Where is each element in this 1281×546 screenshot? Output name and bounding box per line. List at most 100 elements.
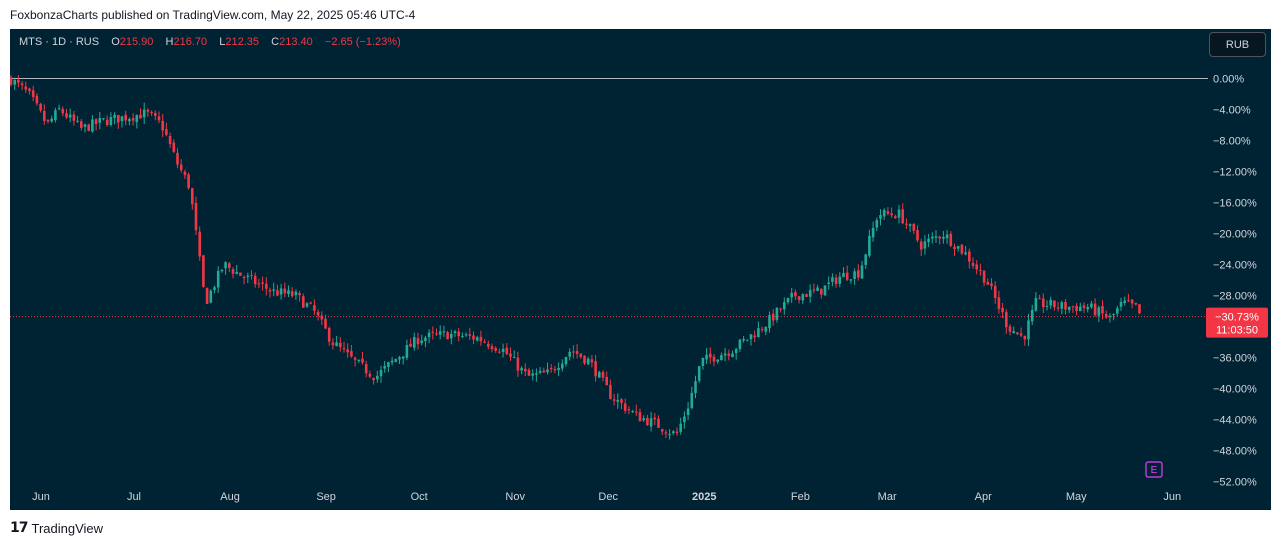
candle-body bbox=[313, 305, 316, 311]
candle-body bbox=[516, 357, 520, 371]
candle-body bbox=[1038, 298, 1041, 300]
candle-body bbox=[483, 341, 486, 343]
y-axis-tick-label: −36.00% bbox=[1213, 353, 1257, 365]
candle-body bbox=[1119, 302, 1123, 307]
candle-body bbox=[224, 262, 227, 269]
footer-brand[interactable]: 17 TradingView bbox=[10, 520, 103, 536]
candle-body bbox=[61, 109, 65, 114]
candle-body bbox=[31, 90, 35, 98]
change-value: −2.65 (−1.23%) bbox=[324, 36, 401, 48]
candle-body bbox=[831, 277, 834, 282]
candle-body bbox=[1130, 299, 1134, 304]
candle-body bbox=[91, 119, 94, 132]
candle-body bbox=[542, 370, 546, 373]
candle-body bbox=[864, 254, 867, 265]
candle-body bbox=[919, 241, 923, 250]
price-chart[interactable]: 0.00% −4.00% −8.00% −12.00% −16.00% −20.00% −2… bbox=[10, 29, 1271, 510]
candle-body bbox=[1067, 307, 1071, 311]
high-label: H bbox=[165, 36, 174, 48]
symbol-label[interactable]: MTS · 1D · RUS bbox=[19, 36, 100, 48]
candle-body bbox=[487, 343, 490, 347]
candle-body bbox=[1016, 332, 1019, 334]
candle-body bbox=[420, 340, 423, 344]
candle-body bbox=[1071, 306, 1075, 308]
candle-body bbox=[57, 108, 61, 110]
candle-body bbox=[442, 331, 446, 333]
x-axis-tick-label: Dec bbox=[598, 491, 618, 503]
candle-body bbox=[520, 367, 523, 371]
candle-body bbox=[1075, 305, 1078, 311]
candle-body bbox=[431, 331, 435, 333]
candle-body bbox=[187, 174, 190, 189]
candle-body bbox=[405, 345, 409, 358]
candle-body bbox=[246, 275, 250, 278]
candle-body bbox=[461, 335, 464, 337]
candle-body bbox=[65, 113, 68, 118]
candle-body bbox=[757, 328, 760, 338]
candle-body bbox=[235, 271, 238, 274]
candle-body bbox=[72, 114, 76, 121]
candle-body bbox=[631, 411, 634, 413]
candle-body bbox=[387, 362, 390, 367]
x-axis-tick-label: May bbox=[1066, 491, 1087, 503]
candle-body bbox=[1053, 300, 1056, 308]
candle-body bbox=[1082, 305, 1086, 308]
candle-body bbox=[683, 416, 686, 423]
chart-panel[interactable]: 0.00% −4.00% −8.00% −12.00% −16.00% −20.00% −2… bbox=[10, 29, 1271, 510]
candle-body bbox=[198, 231, 201, 257]
candle-body bbox=[324, 318, 327, 329]
candle-body bbox=[1101, 306, 1104, 314]
candle-body bbox=[98, 118, 102, 123]
candle-body bbox=[897, 209, 901, 218]
candle-body bbox=[949, 233, 953, 246]
currency-button[interactable]: RUB bbox=[1209, 32, 1266, 57]
candle-body bbox=[672, 431, 675, 434]
candle-body bbox=[642, 418, 645, 421]
candle-body bbox=[605, 377, 608, 386]
candle-body bbox=[438, 331, 442, 335]
candle-body bbox=[838, 276, 842, 284]
candle-body bbox=[538, 370, 542, 373]
candle-body bbox=[372, 378, 375, 381]
candle-body bbox=[68, 114, 72, 118]
candle-body bbox=[346, 349, 349, 353]
candle-body bbox=[1023, 335, 1027, 340]
candle-body bbox=[353, 357, 357, 360]
candle-body bbox=[823, 285, 827, 296]
x-axis-tick-label: Nov bbox=[505, 491, 525, 503]
candle-body bbox=[927, 238, 930, 242]
y-axis-tick-label: −4.00% bbox=[1213, 105, 1251, 117]
candle-body bbox=[209, 290, 213, 303]
candle-body bbox=[409, 343, 412, 347]
candle-body bbox=[786, 297, 790, 303]
candle-body bbox=[424, 337, 427, 342]
candle-body bbox=[128, 118, 131, 122]
candle-body bbox=[28, 88, 31, 91]
candle-body bbox=[1005, 312, 1008, 328]
candle-body bbox=[357, 359, 361, 362]
candle-body bbox=[17, 79, 20, 83]
candle-body bbox=[875, 220, 879, 228]
candle-body bbox=[331, 342, 335, 346]
candle-body bbox=[194, 202, 198, 231]
candle-body bbox=[986, 281, 990, 285]
candle-body bbox=[553, 369, 557, 371]
candle-body bbox=[1108, 315, 1112, 317]
candle-body bbox=[857, 270, 860, 278]
candle-body bbox=[157, 116, 161, 121]
candle-body bbox=[982, 270, 986, 283]
candle-body bbox=[1042, 298, 1045, 308]
candle-body bbox=[653, 417, 657, 420]
candle-body bbox=[771, 313, 775, 321]
candle-body bbox=[649, 418, 653, 427]
candle-body bbox=[165, 129, 168, 135]
candle-body bbox=[490, 346, 494, 350]
candle-body bbox=[901, 209, 904, 224]
candle-body bbox=[320, 315, 324, 320]
brand-name: TradingView bbox=[31, 520, 104, 536]
x-axis-tick-label: Aug bbox=[220, 491, 240, 503]
candle-body bbox=[253, 275, 257, 285]
y-axis-tick-label: −20.00% bbox=[1213, 229, 1257, 241]
candle-body bbox=[716, 359, 719, 362]
candle-body bbox=[427, 332, 431, 338]
